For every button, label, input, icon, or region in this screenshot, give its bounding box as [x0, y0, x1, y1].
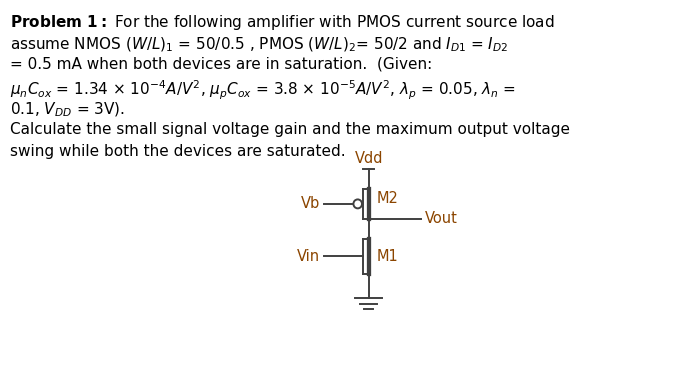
Text: = 0.5 mA when both devices are in saturation.  (Given:: = 0.5 mA when both devices are in satura…	[10, 57, 432, 72]
Text: Vdd: Vdd	[355, 151, 383, 166]
Text: M2: M2	[376, 192, 398, 207]
Text: Vb: Vb	[301, 196, 320, 211]
Text: Vin: Vin	[297, 249, 320, 264]
Text: Calculate the small signal voltage gain and the maximum output voltage: Calculate the small signal voltage gain …	[10, 123, 570, 138]
Text: assume NMOS $(W/L)_1$ = 50/0.5 , PMOS $(W/L)_2$= 50/2 and $I_{D1}$ = $I_{D2}$: assume NMOS $(W/L)_1$ = 50/0.5 , PMOS $(…	[10, 35, 508, 54]
Text: $\mathbf{Problem\ 1:}$ For the following amplifier with PMOS current source load: $\mathbf{Problem\ 1:}$ For the following…	[10, 13, 555, 32]
Text: M1: M1	[376, 249, 398, 264]
Text: Vout: Vout	[425, 211, 458, 226]
Text: swing while both the devices are saturated.: swing while both the devices are saturat…	[10, 144, 346, 159]
Text: 0.1, $V_{DD}$ = 3V).: 0.1, $V_{DD}$ = 3V).	[10, 101, 125, 119]
Text: $\mu_n C_{ox}$ = 1.34 $\times$ 10$^{-4}$$A/V^2$, $\mu_p C_{ox}$ = 3.8 $\times$ 1: $\mu_n C_{ox}$ = 1.34 $\times$ 10$^{-4}$…	[10, 79, 516, 102]
